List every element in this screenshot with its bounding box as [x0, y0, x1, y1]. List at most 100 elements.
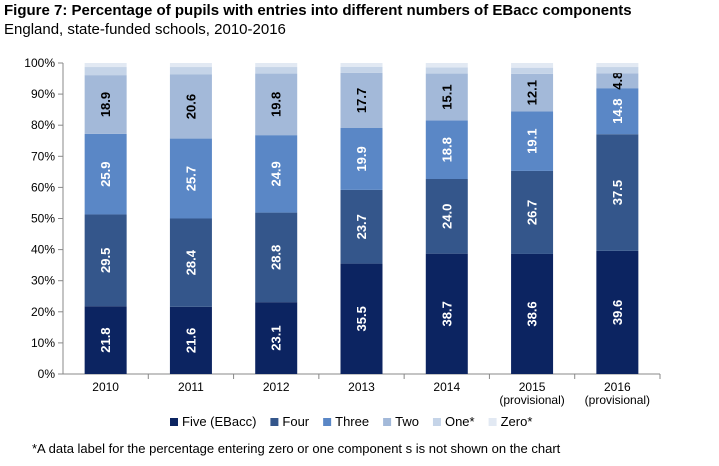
bar-segment — [84, 306, 127, 374]
x-tick-label: 2013 — [348, 380, 375, 394]
bar-segment — [340, 189, 383, 264]
bar-segment — [84, 63, 127, 68]
data-label: 21.8 — [98, 327, 113, 352]
bar-segment — [340, 72, 383, 128]
data-label: 28.8 — [269, 245, 284, 270]
data-label: 23.7 — [354, 214, 369, 239]
bar-segment — [425, 253, 468, 374]
bar-segment — [425, 67, 468, 74]
bar-segment — [425, 179, 468, 254]
bar-segment — [169, 138, 212, 219]
chart-footnote: *A data label for the percentage enterin… — [32, 441, 561, 456]
data-label: 25.7 — [183, 166, 198, 191]
data-label: 24.9 — [269, 161, 284, 186]
x-tick-label: (provisional) — [585, 393, 650, 407]
x-tick-label: 2014 — [433, 380, 460, 394]
x-tick-label: 2015 — [519, 380, 546, 394]
legend-label: Zero* — [501, 414, 533, 429]
y-tick-label: 30% — [31, 274, 55, 288]
bar-segment — [255, 302, 298, 374]
data-label: 26.7 — [525, 200, 540, 225]
y-tick-label: 80% — [31, 118, 55, 132]
y-tick-label: 70% — [31, 149, 55, 163]
legend-swatch — [432, 418, 441, 426]
x-tick-label: 2010 — [92, 380, 119, 394]
data-label: 24.0 — [439, 204, 454, 229]
legend-label: Three — [335, 414, 369, 429]
bar-segment — [425, 73, 468, 121]
bar-segment — [596, 63, 639, 68]
data-label: 39.6 — [610, 300, 625, 325]
bar-segment — [84, 75, 127, 134]
y-tick-label: 0% — [38, 367, 56, 381]
bar-segment — [84, 214, 127, 307]
data-label: 38.7 — [439, 301, 454, 326]
bar-segment — [169, 306, 212, 374]
bar-segment — [511, 253, 554, 374]
bar-segment — [425, 63, 468, 68]
x-tick-label: 2012 — [263, 380, 290, 394]
bar-segment — [511, 67, 554, 74]
bar-segment — [511, 73, 554, 112]
bar-segment — [511, 111, 554, 171]
chart-subtitle: England, state-funded schools, 2010-2016 — [4, 21, 286, 38]
data-label: 23.1 — [269, 325, 284, 350]
chart-title: Figure 7: Percentage of pupils with entr… — [4, 2, 632, 19]
bar-segment — [596, 88, 639, 135]
bar-segment — [340, 127, 383, 190]
legend: Five (EBacc) Four Three Two One* Zero* — [170, 414, 532, 429]
data-label: 18.8 — [439, 137, 454, 162]
data-label: 4.8 — [610, 72, 625, 90]
legend-swatch — [170, 418, 178, 426]
data-label: 21.6 — [183, 328, 198, 353]
bar-segment — [511, 170, 554, 254]
data-label: 20.6 — [183, 94, 198, 119]
data-label: 17.7 — [354, 88, 369, 113]
legend-label: Five (EBacc) — [182, 414, 256, 429]
bar-segment — [255, 67, 298, 74]
y-tick-label: 90% — [31, 87, 55, 101]
x-tick-label: 2016 — [604, 380, 631, 394]
bar-segment — [340, 263, 383, 374]
bar-segment — [255, 212, 298, 303]
y-tick-label: 60% — [31, 180, 55, 194]
bar-segment — [425, 120, 468, 180]
data-label: 28.4 — [183, 249, 198, 275]
data-label: 18.9 — [98, 92, 113, 117]
bar-segment — [84, 67, 127, 76]
data-label: 19.1 — [525, 129, 540, 154]
bar-segment — [84, 133, 127, 215]
bar-segment — [169, 218, 212, 307]
legend-swatch — [323, 418, 332, 426]
data-label: 38.6 — [525, 301, 540, 326]
legend-swatch — [383, 418, 392, 426]
bar-segment — [511, 63, 554, 68]
y-tick-label: 10% — [31, 336, 55, 350]
legend-label: Two — [395, 414, 419, 429]
bar-segment — [596, 134, 639, 251]
bar-segment — [596, 67, 639, 74]
data-label: 29.5 — [98, 248, 113, 273]
data-label: 35.5 — [354, 306, 369, 331]
bar-segment — [596, 250, 639, 374]
legend-swatch — [488, 418, 497, 426]
bar-segment — [169, 67, 212, 75]
y-tick-label: 40% — [31, 243, 55, 257]
y-tick-label: 50% — [31, 212, 55, 226]
bar-segment — [255, 135, 298, 213]
y-tick-label: 20% — [31, 305, 55, 319]
x-tick-label: 2011 — [178, 380, 204, 394]
bar-segment — [169, 74, 212, 139]
bar-segment — [255, 73, 298, 136]
bar-segment — [169, 63, 212, 68]
data-label: 14.8 — [610, 99, 625, 124]
data-label: 37.5 — [610, 180, 625, 205]
data-label: 19.8 — [269, 92, 284, 117]
legend-label: Four — [282, 414, 309, 429]
bar-segment — [340, 63, 383, 67]
bar-segment — [255, 63, 298, 68]
data-label: 19.9 — [354, 146, 369, 171]
data-label: 12.1 — [525, 80, 540, 105]
bar-segment — [596, 73, 639, 89]
